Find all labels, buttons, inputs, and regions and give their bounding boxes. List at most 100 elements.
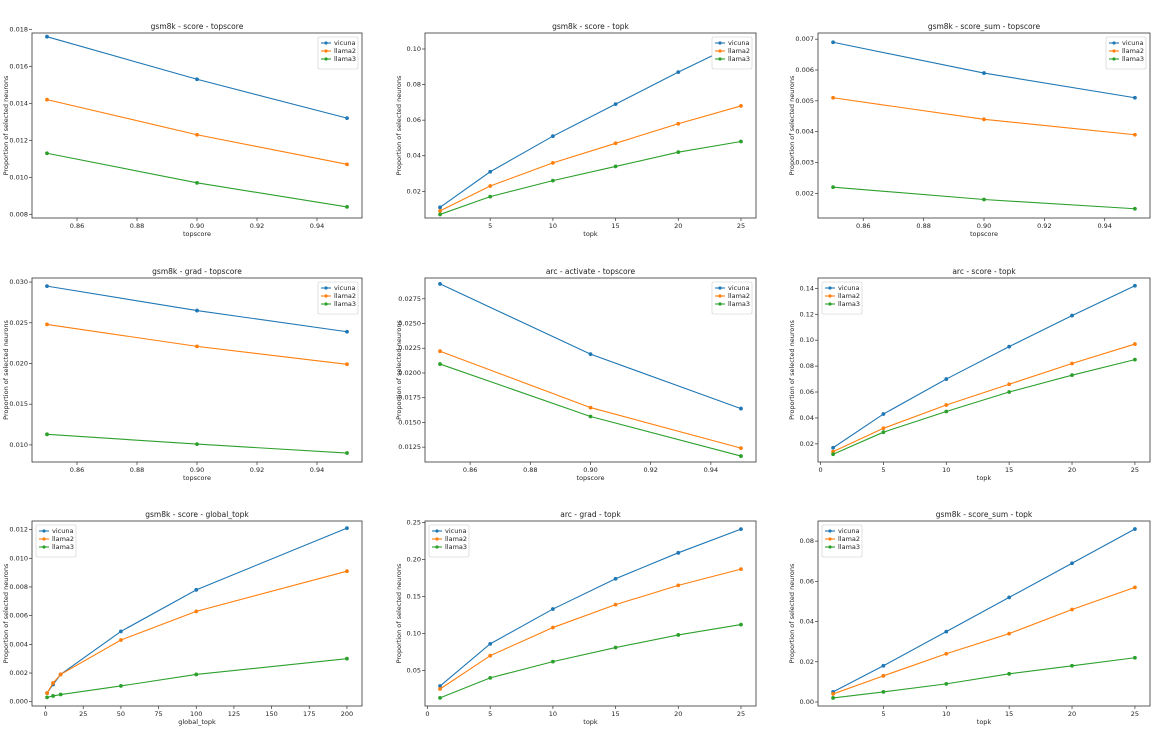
- y-tick-label: 0.002: [9, 669, 28, 677]
- point: [345, 162, 349, 167]
- point: [488, 653, 493, 658]
- point: [1133, 283, 1137, 288]
- point: [45, 695, 49, 700]
- legend-label: llama3: [728, 55, 750, 63]
- legend-box: [821, 524, 863, 558]
- x-axis-label: global_topk: [178, 718, 216, 726]
- series-line: [832, 285, 1136, 449]
- point: [676, 633, 681, 637]
- point: [438, 362, 442, 366]
- legend-marker: [435, 537, 439, 541]
- x-axis-label: topscore: [576, 474, 604, 482]
- x-tick-label: 25: [737, 710, 745, 718]
- chart-title: gsm8k - score - topk: [552, 22, 629, 31]
- point: [45, 34, 49, 39]
- y-tick-label: 0.06: [800, 388, 814, 396]
- legend-label: vicuna: [838, 284, 859, 292]
- y-tick-label: 0.008: [9, 210, 28, 218]
- point: [488, 169, 493, 174]
- point: [45, 284, 49, 289]
- legend-marker: [828, 529, 832, 533]
- x-tick-label: 15: [1005, 710, 1013, 718]
- x-tick-label: 0.94: [310, 466, 324, 474]
- y-axis-label: Proportion of selected neurons: [395, 563, 403, 663]
- y-tick-label: 0.15: [407, 592, 421, 600]
- series-line: [832, 41, 1135, 99]
- x-tick-label: 100: [190, 710, 202, 718]
- x-tick-label: 25: [1131, 466, 1139, 474]
- chart-title: gsm8k - score - topscore: [151, 22, 244, 31]
- point: [345, 656, 349, 661]
- chart-title: arc - grad - topk: [560, 510, 621, 519]
- y-tick-label: 0.10: [407, 629, 421, 637]
- y-tick-label: 0.018: [9, 25, 28, 33]
- x-tick-label: 0.94: [310, 222, 324, 230]
- x-tick-label: 15: [611, 710, 619, 718]
- point: [1133, 357, 1137, 362]
- point: [676, 150, 681, 155]
- point: [195, 180, 199, 185]
- point: [345, 569, 349, 574]
- legend-marker: [324, 49, 328, 53]
- series-line: [439, 105, 742, 212]
- legend-marker: [718, 302, 722, 306]
- y-tick-label: 0.02: [800, 440, 814, 448]
- x-tick-label: 0.88: [130, 222, 144, 230]
- point: [438, 349, 442, 354]
- point: [550, 160, 555, 165]
- y-tick-label: 0.0125: [398, 443, 421, 451]
- legend-marker: [324, 286, 328, 290]
- y-tick-label: 0.0250: [398, 320, 421, 328]
- y-tick-label: 0.10: [407, 45, 421, 53]
- point: [831, 40, 835, 45]
- legend-label: vicuna: [1122, 39, 1143, 47]
- point: [676, 583, 681, 588]
- legend-label: llama2: [1122, 47, 1144, 55]
- series-line: [833, 657, 1135, 699]
- point: [613, 576, 618, 581]
- series-line: [832, 586, 1136, 695]
- y-tick-label: 0.04: [800, 618, 814, 626]
- legend-marker: [828, 537, 832, 541]
- point: [739, 454, 743, 458]
- y-tick-label: 0.04: [407, 152, 421, 160]
- y-tick-label: 0.02: [800, 658, 814, 666]
- point: [51, 681, 55, 685]
- x-tick-label: 0.92: [643, 466, 657, 474]
- point: [345, 116, 349, 120]
- point: [739, 567, 743, 571]
- y-tick-label: 0.00: [800, 698, 814, 706]
- legend-marker: [435, 545, 439, 549]
- point: [881, 430, 886, 435]
- point: [58, 692, 63, 697]
- x-tick-label: 25: [737, 222, 745, 230]
- point: [119, 684, 123, 688]
- y-tick-label: 0.014: [9, 99, 28, 107]
- legend-label: llama3: [334, 300, 356, 308]
- point: [119, 638, 123, 642]
- point: [345, 362, 349, 367]
- series-line: [439, 140, 742, 215]
- y-axis-label: Proportion of selected neurons: [2, 563, 10, 663]
- point: [588, 352, 593, 357]
- legend-label: llama3: [838, 543, 860, 551]
- point: [488, 641, 493, 646]
- point: [944, 409, 949, 414]
- chart-title: gsm8k - grad - topscore: [152, 267, 242, 276]
- y-tick-label: 0.008: [9, 583, 28, 591]
- y-tick-label: 0.08: [407, 81, 421, 89]
- legend-box: [317, 281, 359, 315]
- point: [613, 164, 618, 169]
- point: [1007, 595, 1012, 600]
- point: [676, 121, 681, 126]
- series-line: [439, 624, 742, 699]
- point: [1133, 655, 1137, 660]
- x-tick-label: 5: [488, 710, 492, 718]
- point: [550, 607, 555, 611]
- series-line: [46, 152, 348, 208]
- chart-panel: arc - grad - topk topk Proportion of selec…: [395, 510, 757, 726]
- point: [613, 141, 618, 146]
- legend-marker: [324, 41, 328, 45]
- legend-box: [711, 36, 753, 70]
- point: [1007, 344, 1012, 349]
